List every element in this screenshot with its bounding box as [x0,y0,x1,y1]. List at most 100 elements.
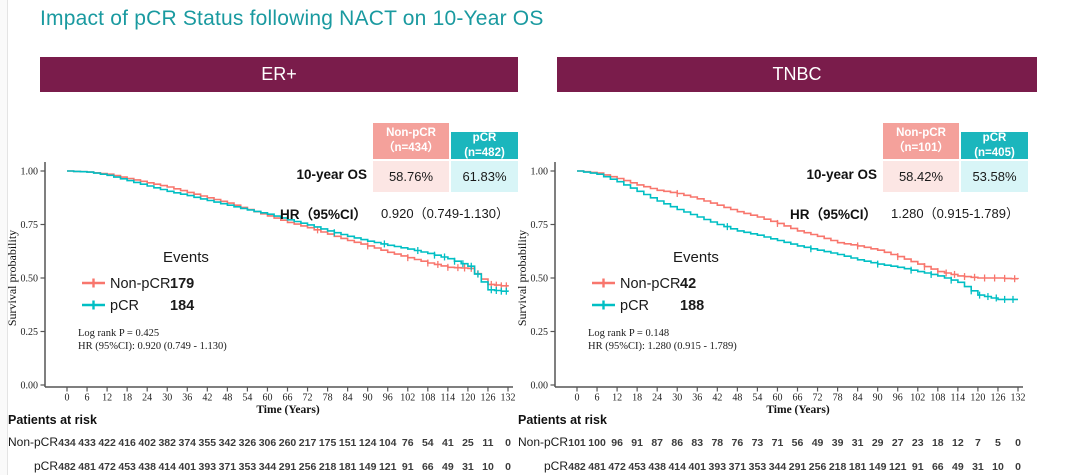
x-tick-label: 132 [1011,393,1026,404]
x-tick-label: 18 [632,393,642,404]
risk-count: 71 [772,437,784,449]
risk-row-label-nonpcr: Non-pCR [8,435,58,449]
risk-count: 181 [339,461,357,473]
risk-count: 175 [319,437,337,449]
x-tick-label: 132 [501,393,516,404]
risk-count: 472 [608,461,626,473]
x-tick-label: 12 [102,393,112,404]
panel-header-tnbc: TNBC [557,57,1037,92]
risk-count: 291 [279,461,297,473]
risk-count: 181 [849,461,867,473]
risk-count: 342 [219,437,237,449]
x-tick-label: 114 [951,393,966,404]
risk-count: 91 [402,461,414,473]
x-tick-label: 12 [612,393,622,404]
risk-count: 260 [279,437,297,449]
risk-count: 256 [809,461,827,473]
risk-row-label-pcr: pCR [544,459,568,473]
risk-count: 91 [631,437,643,449]
x-tick-label: 90 [873,393,883,404]
risk-count: 7 [975,437,981,449]
y-tick-label: 0.25 [531,327,549,338]
risk-count: 393 [709,461,727,473]
y-axis-label: Survival probability [515,230,529,326]
x-tick-label: 30 [672,393,682,404]
y-tick-label: 0.00 [531,381,549,392]
patients-at-risk-title: Patients at risk [8,413,97,427]
risk-count: 12 [952,437,964,449]
risk-count: 76 [402,437,414,449]
legend-label-nonpcr: Non-pCR [110,276,170,292]
risk-count: 96 [611,437,623,449]
risk-count: 121 [379,461,397,473]
risk-count: 86 [671,437,683,449]
legend-label-pcr: pCR [620,298,649,314]
risk-count: 49 [812,437,824,449]
risk-count: 151 [339,437,357,449]
legend-events-nonpcr: 42 [680,276,696,292]
stat-header-pcr: pCR (n=482) [451,132,518,159]
x-tick-label: 102 [910,393,925,404]
risk-count: 422 [98,437,116,449]
risk-count: 453 [118,461,136,473]
km-curve-pcr [577,170,1018,301]
x-tick-label: 102 [400,393,415,404]
risk-count: 149 [359,461,377,473]
x-tick-label: 0 [65,393,70,404]
y-tick-label: 0.75 [531,220,549,231]
risk-count: 5 [995,437,1001,449]
y-tick-label: 0.00 [21,381,39,392]
stat-header-nonpcr: Non-pCR （n=101） [883,123,959,159]
stat-header-nonpcr-line2: （n=434） [383,142,439,154]
stat-row2-label: HR（95%CI） [279,207,367,222]
page-title: Impact of pCR Status following NACT on 1… [40,7,544,30]
x-tick-label: 0 [575,393,580,404]
risk-count: 10 [482,461,494,473]
legend-events-pcr: 184 [170,298,194,314]
risk-count: 11 [482,437,493,449]
risk-count: 481 [78,461,96,473]
risk-count: 49 [952,461,964,473]
x-tick-label: 78 [833,393,843,404]
risk-count: 0 [1015,437,1021,449]
stat-row1-label: 10-year OS [806,167,877,182]
risk-count: 353 [749,461,767,473]
risk-count: 0 [505,461,511,473]
x-tick-label: 126 [480,393,495,404]
stat-os-pcr: 53.58% [961,161,1028,192]
risk-count: 31 [852,437,864,449]
legend-events-nonpcr: 179 [170,276,194,292]
risk-count: 481 [588,461,606,473]
risk-count: 438 [648,461,666,473]
risk-count: 83 [691,437,703,449]
stat-header-nonpcr-line1: Non-pCR [896,127,946,140]
x-tick-label: 54 [752,393,762,404]
x-tick-label: 72 [813,393,823,404]
x-tick-label: 72 [303,393,313,404]
stat-hr-value: 1.280（0.915-1.789） [891,206,1019,221]
risk-count: 355 [199,437,217,449]
x-tick-label: 48 [732,393,742,404]
risk-count: 25 [462,437,474,449]
stat-row2-label: HR（95%CI） [789,207,877,222]
risk-count: 218 [829,461,847,473]
x-tick-label: 84 [343,393,353,404]
risk-count: 54 [422,437,434,449]
risk-count: 371 [219,461,237,473]
risk-count: 401 [689,461,707,473]
risk-count: 371 [729,461,747,473]
panel-header-er: ER+ [40,57,518,92]
risk-count: 29 [872,437,884,449]
x-tick-label: 54 [242,393,252,404]
y-tick-label: 0.50 [21,274,39,285]
y-tick-label: 1.00 [531,167,549,178]
km-plot-tnbc: 0.00 0.25 0.50 0.75 1.00 0 6 12 18 24 30 36 42 48 54 60… [515,162,1026,473]
legend-title: Events [673,249,719,266]
risk-count: 18 [932,437,944,449]
risk-count: 101 [568,437,586,449]
risk-count: 344 [259,461,277,473]
panel-tnbc: 0.00 0.25 0.50 0.75 1.00 0 6 12 18 24 30 36 42 48 54 60… [510,110,1050,475]
risk-row-label-nonpcr: Non-pCR [518,435,568,449]
risk-count: 87 [651,437,663,449]
stat-os-pcr: 61.83% [451,161,518,192]
